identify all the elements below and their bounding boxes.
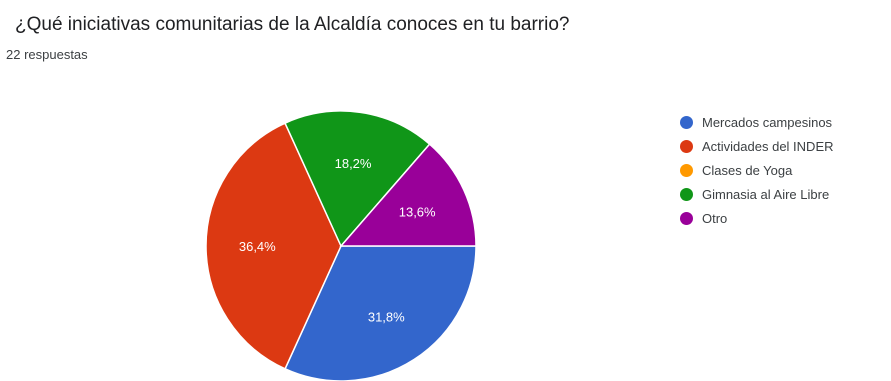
pie-slice[interactable]	[284, 245, 477, 381]
legend-item[interactable]: Actividades del INDER	[680, 134, 834, 158]
legend-label: Actividades del INDER	[702, 138, 834, 154]
legend-label: Mercados campesinos	[702, 114, 833, 130]
slice-label: 13,6%	[399, 204, 436, 219]
legend-item[interactable]: Clases de Yoga	[680, 158, 834, 182]
legend-swatch	[680, 163, 693, 177]
legend-item[interactable]: Mercados campesinos	[680, 110, 834, 134]
question-title: ¿Qué iniciativas comunitarias de la Alca…	[15, 14, 570, 35]
response-count: 22 respuestas	[6, 47, 88, 62]
pie-slice[interactable]	[339, 143, 477, 247]
legend-swatch	[680, 115, 693, 129]
legend-swatch	[680, 211, 693, 225]
legend-item[interactable]: Otro	[680, 206, 834, 230]
pie-slice[interactable]	[284, 110, 431, 248]
legend-item[interactable]: Gimnasia al Aire Libre	[680, 182, 834, 206]
legend-swatch	[680, 139, 693, 153]
legend-label: Clases de Yoga	[702, 162, 793, 178]
legend-label: Otro	[702, 210, 728, 226]
chart-legend: Mercados campesinos Actividades del INDE…	[680, 110, 834, 230]
legend-swatch	[680, 187, 693, 201]
pie-slice[interactable]	[205, 122, 342, 370]
slice-label: 36,4%	[239, 239, 276, 254]
slice-label: 18,2%	[335, 156, 372, 171]
legend-label: Gimnasia al Aire Libre	[702, 186, 830, 202]
slice-label: 31,8%	[368, 309, 405, 324]
